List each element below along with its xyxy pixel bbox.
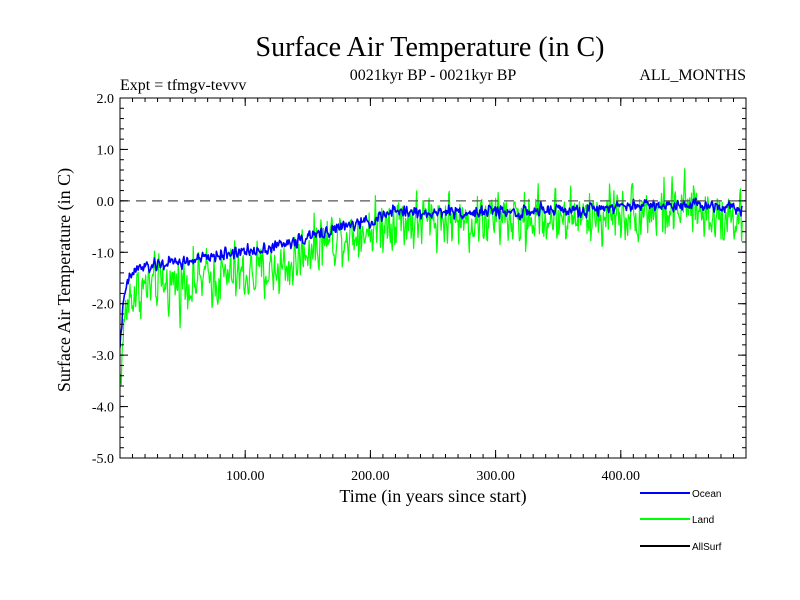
x-tick-label: 400.00 — [602, 469, 641, 484]
chart-subtitle-left: Expt = tfmgv-tevvv — [120, 77, 246, 94]
plot-area: 2.0 1.0 0.0 -1.0 -2.0 -3.0 -4.0 -5.0 100.00 200.0… — [92, 92, 747, 484]
x-tick-label: 100.00 — [226, 469, 265, 484]
x-tick-label: 300.00 — [476, 469, 515, 484]
y-tick-label: 0.0 — [97, 195, 115, 210]
legend-label-allsurf: AllSurf — [692, 542, 722, 553]
y-tick-label: -4.0 — [92, 401, 114, 416]
series-line-ocean — [120, 197, 743, 348]
series-line-land — [120, 168, 743, 386]
x-axis-label: Time (in years since start) — [339, 486, 526, 507]
y-tick-label: -5.0 — [92, 452, 114, 467]
y-tick-label: -1.0 — [92, 246, 114, 261]
y-tick-label: 1.0 — [97, 143, 115, 158]
x-tick-label: 200.00 — [351, 469, 390, 484]
y-tick-label: 2.0 — [97, 92, 115, 107]
y-tick-label: -2.0 — [92, 298, 114, 313]
chart-title: Surface Air Temperature (in C) — [256, 32, 605, 63]
chart-subtitle-center: 0021kyr BP - 0021kyr BP — [350, 67, 517, 84]
y-tick-label: -3.0 — [92, 349, 114, 364]
legend: Ocean Land AllSurf — [640, 489, 722, 553]
legend-label-land: Land — [692, 515, 714, 526]
y-axis-label: Surface Air Temperature (in C) — [54, 168, 75, 392]
legend-label-ocean: Ocean — [692, 489, 721, 500]
chart-subtitle-right: ALL_MONTHS — [639, 67, 746, 84]
